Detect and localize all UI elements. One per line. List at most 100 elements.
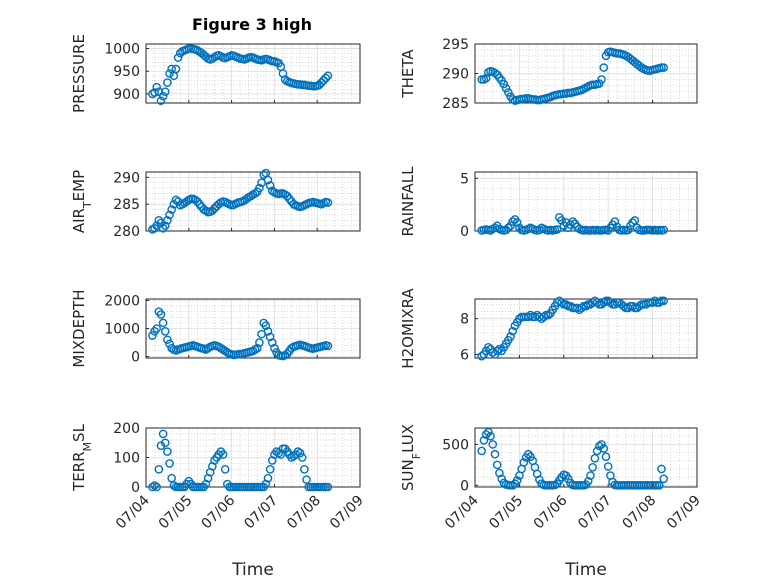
data-point [171, 64, 181, 74]
data-point [156, 96, 166, 106]
data-point [595, 441, 604, 451]
data-point [486, 226, 495, 235]
subplot-8: 0 500 07/04 07/05 07/06 07/07 07/08 07/09 SUNFLU… [399, 424, 704, 580]
data-point [165, 210, 174, 220]
x-tick-label: 07/06 [531, 492, 571, 532]
data-point [603, 226, 613, 235]
data-point [563, 474, 573, 484]
data-point [216, 343, 226, 353]
data-point [315, 80, 324, 90]
data-point [248, 346, 258, 356]
data-point [535, 475, 544, 484]
data-point [603, 462, 613, 471]
data-point [152, 324, 161, 333]
data-point [280, 190, 290, 199]
data-point [552, 225, 562, 234]
data-point [317, 78, 326, 87]
data-point [508, 481, 518, 490]
y-tick-label: 285 [113, 197, 140, 213]
x-tick-label: 07/05 [156, 493, 196, 533]
data-point [210, 204, 219, 213]
data-point [263, 327, 273, 336]
data-point [503, 223, 513, 233]
y-tick-label: 0 [131, 480, 140, 496]
x-axis-label: Time [564, 560, 607, 580]
data-point [323, 71, 333, 81]
subplot-1: 900 950 1000 PRESSURE [70, 34, 361, 113]
data-point [267, 338, 277, 347]
data-point [506, 332, 515, 341]
data-point [293, 447, 303, 456]
y-tick-label: 8 [460, 312, 469, 328]
data-point [586, 471, 595, 480]
data-point [246, 191, 256, 201]
data-point [163, 78, 172, 87]
x-axis-label: Time [231, 560, 274, 580]
data-point [263, 473, 273, 483]
data-point [323, 341, 333, 351]
data-point [160, 221, 170, 230]
subplot-3: 280 285 290 AIRTEMP [70, 168, 361, 240]
y-tick-label: 0 [460, 224, 469, 240]
data-point [577, 303, 586, 313]
data-point [599, 444, 609, 453]
data-point [265, 181, 275, 190]
data-point [297, 453, 307, 462]
y-tick-label: 1000 [104, 322, 140, 338]
data-point [280, 75, 290, 84]
data-point [512, 218, 522, 227]
subplot-6: 6 8 H2OMIXRA [399, 288, 698, 369]
data-point [477, 446, 486, 456]
data-point [218, 450, 228, 459]
data-point [654, 481, 664, 490]
data-point [557, 216, 566, 225]
data-point [150, 481, 159, 490]
subplot-5: 0 1000 2000 MIXDEPTH [70, 289, 361, 368]
data-point [265, 464, 275, 474]
figure-title: Figure 3 high [192, 15, 312, 34]
data-point [148, 482, 157, 492]
data-point [175, 48, 185, 58]
y-axis-label: H2OMIXRA [399, 288, 417, 369]
x-tick-label: 07/09 [327, 493, 367, 533]
data-point [588, 463, 597, 472]
y-tick-label: 280 [113, 224, 140, 240]
data-point [659, 296, 669, 306]
y-axis-label: PRESSURE [70, 34, 88, 113]
subplot-4: 0 5 RAINFALL [399, 166, 698, 240]
data-point [323, 482, 333, 492]
y-tick-label: 5 [460, 171, 469, 187]
data-point [597, 440, 606, 449]
data-point [214, 342, 224, 352]
y-tick-label: 1000 [104, 42, 140, 58]
data-point [630, 216, 640, 225]
data-point [523, 449, 533, 459]
axes-frame [474, 427, 698, 488]
data-point [163, 447, 172, 456]
data-point [160, 87, 170, 96]
data-point [539, 312, 549, 322]
data-point [163, 215, 172, 225]
y-tick-label: 295 [442, 37, 469, 53]
data-point [526, 452, 535, 461]
data-point [154, 464, 164, 474]
data-point [252, 343, 262, 353]
y-tick-label: 100 [113, 451, 140, 467]
data-point [263, 175, 273, 185]
data-point [568, 217, 577, 226]
data-point [590, 454, 600, 463]
data-point [623, 225, 633, 235]
data-point [610, 217, 620, 226]
data-point [477, 351, 486, 361]
x-tick-label: 07/06 [199, 492, 239, 532]
data-point [167, 205, 176, 214]
data-point [255, 338, 264, 347]
data-point [543, 310, 553, 320]
y-tick-label: 2000 [104, 293, 140, 309]
axes-frame [145, 43, 361, 104]
data-point [581, 301, 591, 311]
y-axis-label: AIRTEMP [70, 170, 94, 233]
y-axis-label: MIXDEPTH [70, 289, 88, 367]
data-point [659, 225, 669, 235]
data-point [201, 345, 211, 354]
